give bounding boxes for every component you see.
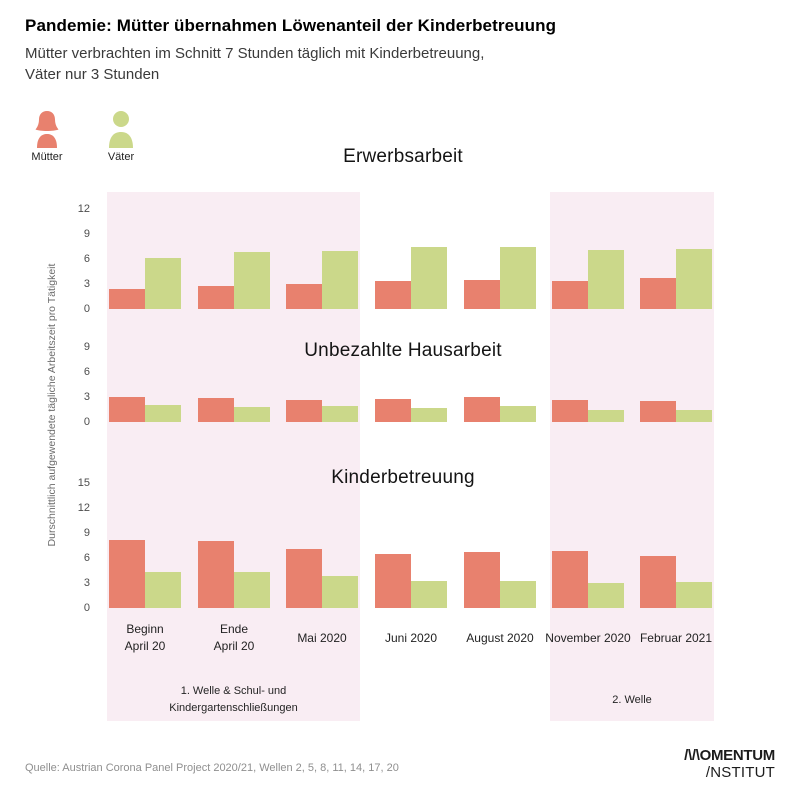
- y-tick: 6: [83, 552, 90, 565]
- x-axis-label: November 2020: [533, 618, 643, 658]
- bar-mütter-kinderbetreuung: [640, 556, 676, 608]
- bar-väter-kinderbetreuung: [588, 583, 624, 608]
- bar-väter-kinderbetreuung: [676, 582, 712, 608]
- subtitle-line-2: Väter nur 3 Stunden: [25, 66, 160, 83]
- logo-line-2: /NSTITUT: [705, 764, 775, 781]
- bar-väter-erwerbsarbeit: [676, 249, 712, 309]
- highlight-band-label-2: 2. Welle: [517, 680, 747, 720]
- bar-mütter-unbezahlte-hausarbeit: [640, 401, 676, 422]
- y-tick: 0: [83, 303, 90, 315]
- legend: Mütter Väter: [25, 110, 143, 163]
- bar-mütter-erwerbsarbeit: [375, 281, 411, 309]
- bar-väter-kinderbetreuung: [234, 572, 270, 608]
- bar-mütter-unbezahlte-hausarbeit: [464, 397, 500, 422]
- bar-väter-erwerbsarbeit: [322, 251, 358, 309]
- bar-mütter-kinderbetreuung: [464, 552, 500, 608]
- bar-mütter-kinderbetreuung: [375, 554, 411, 608]
- y-tick: 15: [77, 477, 90, 490]
- subtitle-line-1: Mütter verbrachten im Schnitt 7 Stunden …: [25, 45, 485, 62]
- bar-mütter-kinderbetreuung: [109, 540, 145, 608]
- y-tick: 12: [77, 203, 90, 216]
- bar-mütter-kinderbetreuung: [286, 549, 322, 608]
- bar-väter-kinderbetreuung: [145, 572, 181, 608]
- momentum-institut-logo: /\/\OMENTUM /NSTITUT: [684, 747, 775, 781]
- band-label-line: Kindergartenschließungen: [169, 702, 298, 714]
- x-axis-label: Mai 2020: [267, 618, 377, 658]
- panel-title-2: Unbezahlte Hausarbeit: [304, 340, 502, 361]
- bar-mütter-unbezahlte-hausarbeit: [286, 400, 322, 422]
- y-tick: 6: [83, 366, 90, 379]
- x-axis-label-line: April 20: [124, 639, 166, 653]
- x-axis-label-line: Ende: [219, 622, 249, 636]
- y-tick: 9: [83, 527, 90, 540]
- panel-title-1: Erwerbsarbeit: [343, 146, 463, 167]
- bar-mütter-unbezahlte-hausarbeit: [198, 398, 234, 422]
- legend-label-fathers: Väter: [107, 151, 135, 163]
- logo-line-1: /\/\OMENTUM: [684, 747, 775, 764]
- female-person-icon: [35, 111, 59, 148]
- bar-mütter-kinderbetreuung: [552, 551, 588, 608]
- bar-mütter-erwerbsarbeit: [552, 281, 588, 309]
- bar-väter-erwerbsarbeit: [588, 250, 624, 309]
- y-tick: 0: [83, 416, 90, 428]
- x-axis-label: Beginn April 20: [90, 618, 200, 658]
- legend-item-mothers: Mütter: [25, 110, 69, 163]
- y-tick: 3: [83, 391, 90, 403]
- x-axis-label-line: Juni 2020: [384, 630, 438, 645]
- bar-väter-unbezahlte-hausarbeit: [234, 407, 270, 422]
- band-label-line: 1. Welle & Schul- und: [180, 685, 287, 697]
- x-axis-label-line: April 20: [213, 639, 255, 653]
- y-tick: 3: [83, 577, 90, 589]
- bar-väter-erwerbsarbeit: [145, 258, 181, 309]
- x-axis-label: August 2020: [445, 618, 555, 658]
- bar-mütter-unbezahlte-hausarbeit: [375, 399, 411, 422]
- male-person-icon: [109, 111, 133, 148]
- x-axis-label-line: Beginn: [126, 622, 164, 636]
- y-tick: 9: [83, 228, 90, 241]
- x-axis-label: Ende April 20: [179, 618, 289, 658]
- y-tick: 3: [83, 278, 90, 290]
- bar-mütter-erwerbsarbeit: [464, 280, 500, 309]
- x-axis-label-line: August 2020: [466, 630, 534, 645]
- page-title: Pandemie: Mütter übernahmen Löwenanteil …: [25, 16, 557, 35]
- source-note: Quelle: Austrian Corona Panel Project 20…: [25, 762, 399, 774]
- x-axis-label-line: November 2020: [545, 630, 631, 645]
- bar-väter-kinderbetreuung: [322, 576, 358, 608]
- panel-title-3: Kinderbetreuung: [331, 467, 475, 488]
- bar-väter-unbezahlte-hausarbeit: [411, 408, 447, 422]
- x-axis-label-line: Mai 2020: [297, 630, 347, 645]
- y-tick: 12: [77, 502, 90, 515]
- bar-väter-unbezahlte-hausarbeit: [322, 406, 358, 422]
- bar-väter-unbezahlte-hausarbeit: [145, 405, 181, 422]
- y-tick: 9: [83, 341, 90, 354]
- bar-väter-kinderbetreuung: [411, 581, 447, 608]
- bar-mütter-erwerbsarbeit: [640, 278, 676, 309]
- bar-väter-unbezahlte-hausarbeit: [500, 406, 536, 422]
- y-tick: 0: [83, 602, 90, 614]
- highlight-band-label-1: 1. Welle & Schul- und Kindergartenschließ…: [119, 680, 349, 720]
- legend-item-fathers: Väter: [99, 110, 143, 163]
- legend-label-mothers: Mütter: [31, 151, 63, 163]
- bar-mütter-erwerbsarbeit: [286, 284, 322, 309]
- x-axis-label: Juni 2020: [356, 618, 466, 658]
- y-tick: 6: [83, 253, 90, 266]
- bar-väter-kinderbetreuung: [500, 581, 536, 608]
- bar-mütter-kinderbetreuung: [198, 541, 234, 608]
- x-axis-label-line: Februar 2021: [639, 630, 713, 645]
- bar-mütter-erwerbsarbeit: [109, 289, 145, 309]
- bar-mütter-unbezahlte-hausarbeit: [552, 400, 588, 422]
- band-label-line: 2. Welle: [612, 693, 652, 706]
- bar-mütter-erwerbsarbeit: [198, 286, 234, 309]
- header: Pandemie: Mütter übernahmen Löwenanteil …: [25, 16, 556, 85]
- bar-väter-erwerbsarbeit: [234, 252, 270, 309]
- bar-väter-erwerbsarbeit: [411, 247, 447, 309]
- bar-väter-erwerbsarbeit: [500, 247, 536, 309]
- x-axis-label: Februar 2021: [621, 618, 731, 658]
- bar-väter-unbezahlte-hausarbeit: [676, 410, 712, 422]
- bar-mütter-unbezahlte-hausarbeit: [109, 397, 145, 422]
- bar-väter-unbezahlte-hausarbeit: [588, 410, 624, 422]
